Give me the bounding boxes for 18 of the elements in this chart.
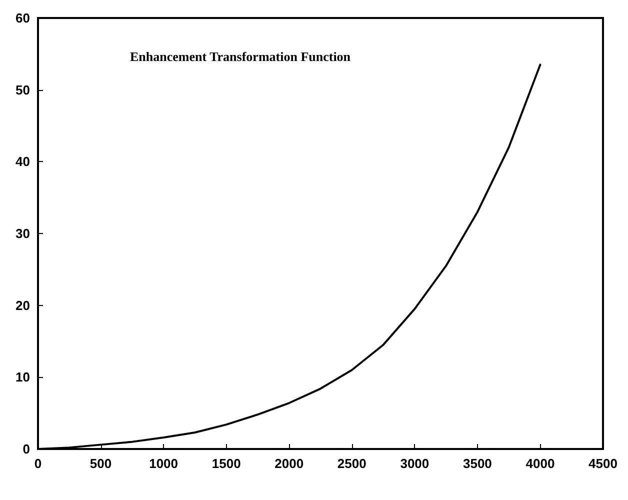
x-tick-label: 2000 <box>274 456 304 471</box>
x-tick-label: 4000 <box>526 456 555 471</box>
x-tick-label: 1500 <box>212 456 241 471</box>
text: Enhancement Transformation Function <box>130 49 352 64</box>
y-tick-label: 0 <box>22 442 30 456</box>
y-tick-label: 50 <box>16 82 30 98</box>
x-tick-label: 3500 <box>462 456 492 471</box>
x-tick-label: 2500 <box>337 456 366 471</box>
y-tick-label: 30 <box>16 226 30 241</box>
x-tick-label: 0 <box>34 456 42 471</box>
x-tick-label: 4500 <box>588 456 618 471</box>
x-tick-label: 500 <box>90 456 112 471</box>
y-tick-label: 40 <box>16 154 30 170</box>
y-tick-label: 20 <box>16 298 30 313</box>
x-tick-label: 1000 <box>149 456 178 471</box>
x-tick-label: 3000 <box>400 456 430 471</box>
y-tick-label: 10 <box>16 370 30 385</box>
y-tick-label: 60 <box>16 10 30 26</box>
